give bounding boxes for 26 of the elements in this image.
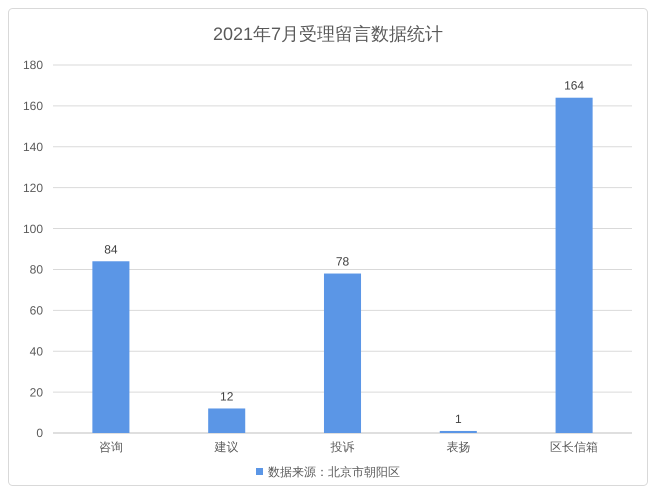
- x-tick-label: 区长信箱: [550, 440, 598, 454]
- x-tick-label: 咨询: [98, 440, 123, 454]
- chart-title: 2021年7月受理留言数据统计: [212, 24, 444, 44]
- x-tick-label: 建议: [214, 440, 239, 454]
- data-label: 12: [220, 389, 234, 404]
- bar: [324, 274, 362, 433]
- y-tick-label: 180: [22, 58, 44, 72]
- y-tick-label: 0: [36, 426, 44, 440]
- y-tick-label: 140: [22, 140, 44, 154]
- y-tick-label: 60: [30, 304, 44, 318]
- y-tick-label: 100: [22, 222, 44, 236]
- data-label: 84: [104, 242, 118, 256]
- y-tick-label: 160: [22, 99, 44, 114]
- legend-label: 数据来源：北京市朝阳区: [268, 465, 400, 480]
- data-label: 1: [454, 412, 462, 426]
- bar: [92, 261, 130, 433]
- y-tick-label: 80: [30, 262, 44, 277]
- x-tick-label: 投诉: [330, 440, 354, 454]
- data-label: 164: [564, 78, 584, 93]
- y-tick-label: 20: [30, 385, 44, 400]
- y-tick-label: 40: [30, 344, 44, 358]
- data-label: 78: [336, 254, 350, 269]
- bar: [556, 98, 593, 433]
- x-tick-label: 表扬: [446, 440, 470, 454]
- y-tick-label: 120: [22, 180, 44, 195]
- bar: [208, 408, 246, 433]
